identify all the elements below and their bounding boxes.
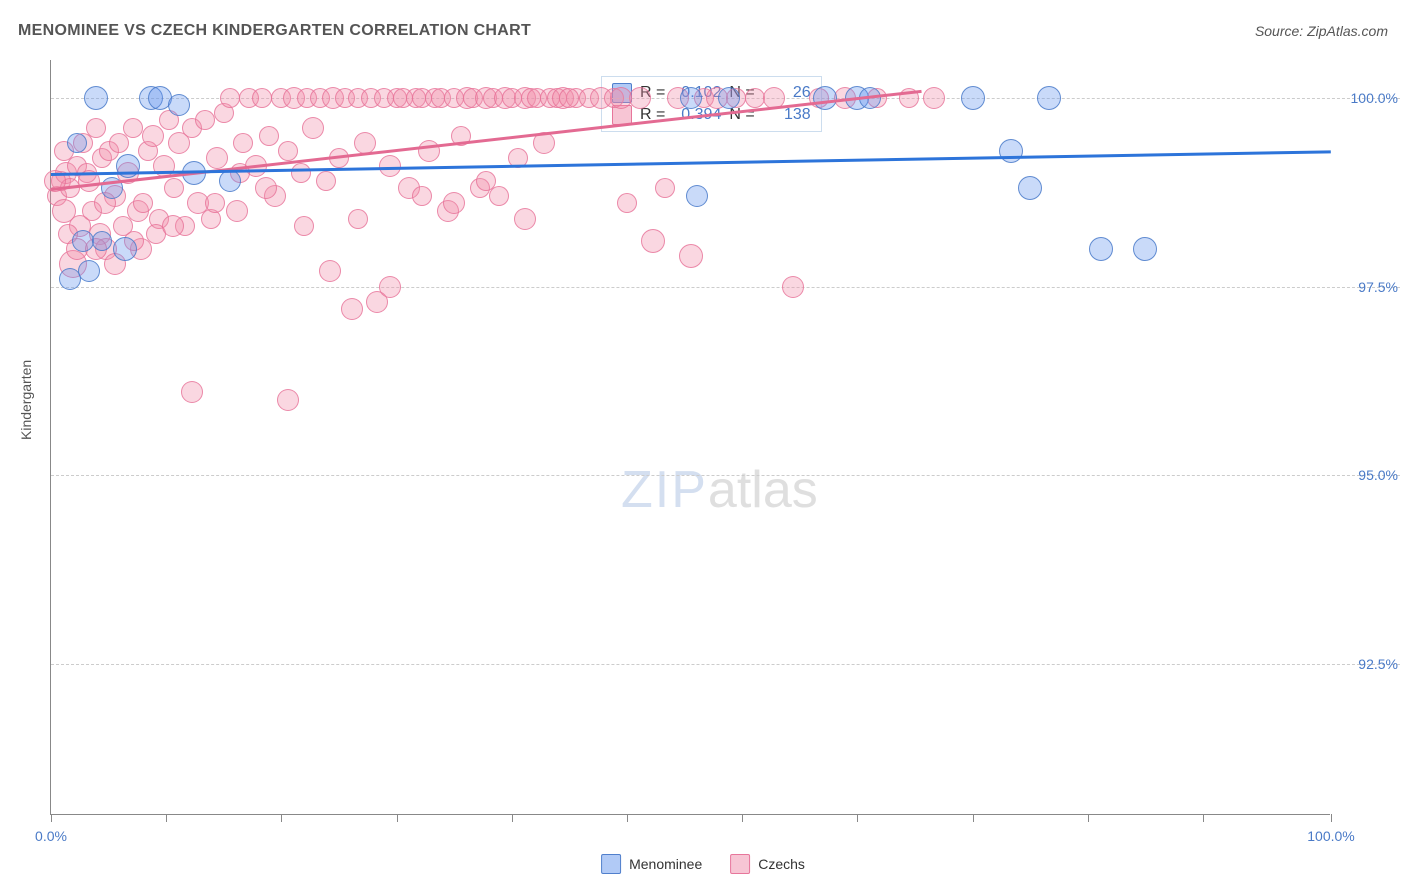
data-point-menominee (92, 231, 112, 251)
gridline (51, 287, 1400, 288)
data-point-czechs (86, 118, 106, 138)
xtick (1203, 814, 1204, 822)
xtick (1088, 814, 1089, 822)
data-point-czechs (514, 208, 536, 230)
data-point-czechs (629, 87, 651, 109)
data-point-menominee (1133, 237, 1157, 261)
data-point-czechs (220, 88, 240, 108)
data-point-czechs (418, 140, 440, 162)
data-point-czechs (294, 216, 314, 236)
data-point-czechs (162, 215, 184, 237)
data-point-czechs (379, 155, 401, 177)
data-point-czechs (291, 163, 311, 183)
data-point-czechs (745, 88, 765, 108)
data-point-czechs (302, 117, 324, 139)
ytick-label: 100.0% (1338, 90, 1398, 106)
data-point-menominee (219, 170, 241, 192)
xtick-label: 0.0% (35, 828, 67, 844)
data-point-czechs (195, 110, 215, 130)
data-point-menominee (84, 86, 108, 110)
xtick (627, 814, 628, 822)
watermark-zip: ZIP (621, 461, 708, 519)
data-point-menominee (718, 87, 740, 109)
data-point-menominee (813, 86, 837, 110)
ytick-label: 92.5% (1338, 656, 1398, 672)
watermark-atlas: atlas (708, 461, 818, 519)
xtick (51, 814, 52, 822)
data-point-czechs (412, 186, 432, 206)
data-point-czechs (655, 178, 675, 198)
title-bar: MENOMINEE VS CZECH KINDERGARTEN CORRELAT… (18, 18, 1388, 44)
xtick (512, 814, 513, 822)
data-point-czechs (109, 133, 129, 153)
gridline (51, 475, 1400, 476)
data-point-czechs (252, 88, 272, 108)
data-point-menominee (1037, 86, 1061, 110)
xtick (281, 814, 282, 822)
data-point-menominee (680, 87, 702, 109)
legend-item-czechs: Czechs (730, 854, 805, 874)
xtick (166, 814, 167, 822)
data-point-czechs (133, 193, 153, 213)
data-point-czechs (379, 276, 401, 298)
legend-item-menominee: Menominee (601, 854, 702, 874)
xtick-label: 100.0% (1307, 828, 1354, 844)
swatch-pink (730, 854, 750, 874)
data-point-czechs (559, 88, 579, 108)
data-point-czechs (341, 298, 363, 320)
ytick-label: 97.5% (1338, 279, 1398, 295)
data-point-czechs (443, 192, 465, 214)
data-point-menominee (67, 133, 87, 153)
series-legend: Menominee Czechs (601, 854, 805, 874)
data-point-czechs (164, 178, 184, 198)
data-point-czechs (123, 118, 143, 138)
xtick (1331, 814, 1332, 822)
xtick (397, 814, 398, 822)
ytick-label: 95.0% (1338, 467, 1398, 483)
data-point-czechs (348, 209, 368, 229)
data-point-menominee (78, 260, 100, 282)
data-point-czechs (923, 87, 945, 109)
watermark: ZIPatlas (621, 460, 818, 520)
data-point-czechs (782, 276, 804, 298)
data-point-czechs (205, 193, 225, 213)
data-point-czechs (476, 171, 496, 191)
data-point-menominee (1018, 176, 1042, 200)
data-point-czechs (206, 147, 228, 169)
swatch-blue (601, 854, 621, 874)
data-point-menominee (1089, 237, 1113, 261)
data-point-czechs (255, 177, 277, 199)
yaxis-label: Kindergarten (18, 360, 34, 440)
data-point-czechs (610, 87, 632, 109)
data-point-czechs (226, 200, 248, 222)
data-point-czechs (259, 126, 279, 146)
data-point-czechs (316, 171, 336, 191)
data-point-czechs (641, 229, 665, 253)
data-point-czechs (319, 260, 341, 282)
data-point-czechs (617, 193, 637, 213)
data-point-menominee (686, 185, 708, 207)
data-point-czechs (278, 141, 298, 161)
data-point-menominee (113, 237, 137, 261)
chart-title: MENOMINEE VS CZECH KINDERGARTEN CORRELAT… (18, 22, 531, 40)
xtick (973, 814, 974, 822)
source-attribution: Source: ZipAtlas.com (1255, 23, 1388, 39)
data-point-menominee (961, 86, 985, 110)
data-point-menominee (72, 230, 94, 252)
data-point-czechs (679, 244, 703, 268)
xtick (742, 814, 743, 822)
data-point-czechs (233, 133, 253, 153)
data-point-czechs (181, 381, 203, 403)
scatter-chart: ZIPatlas R = 0.102 N = 26 R = 0.394 N = … (50, 60, 1330, 815)
data-point-menominee (168, 94, 190, 116)
data-point-czechs (277, 389, 299, 411)
gridline (51, 664, 1400, 665)
data-point-menominee (999, 139, 1023, 163)
xtick (857, 814, 858, 822)
